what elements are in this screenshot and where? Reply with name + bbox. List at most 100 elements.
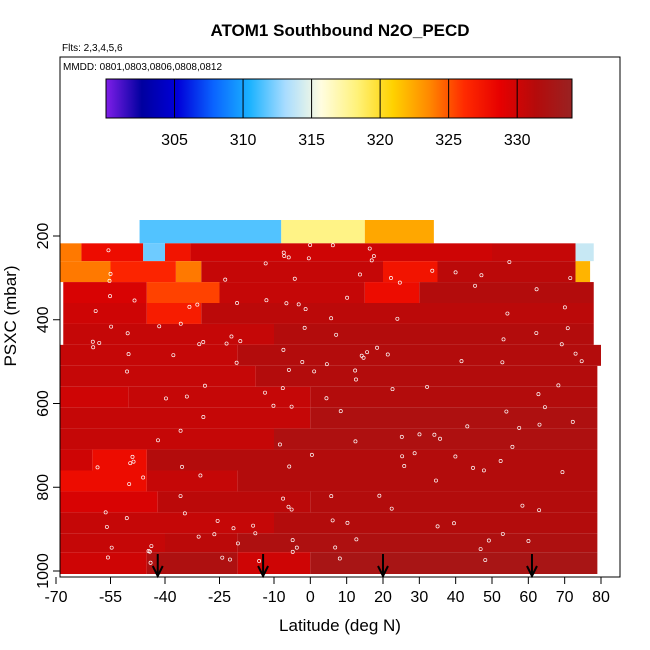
- heatmap-cell: [165, 243, 191, 262]
- heatmap-cell: [364, 282, 420, 303]
- y-tick-label: 200: [35, 223, 52, 250]
- sample-point: [290, 538, 295, 543]
- sample-point: [500, 360, 505, 365]
- heatmap-cell: [190, 243, 492, 262]
- sample-point: [212, 532, 217, 537]
- sample-point: [294, 545, 299, 550]
- sample-point: [130, 454, 135, 459]
- sample-point: [164, 396, 168, 401]
- sample-point: [399, 434, 404, 439]
- sample-point: [235, 541, 240, 546]
- heatmap-band: [60, 344, 601, 366]
- heatmap-cell: [419, 282, 594, 303]
- heatmap-cell: [146, 303, 202, 324]
- sample-point: [126, 352, 131, 357]
- sample-point: [459, 359, 464, 364]
- heatmap-band: [60, 470, 598, 492]
- sample-point: [465, 424, 470, 429]
- sample-point: [286, 504, 291, 509]
- sample-point: [264, 298, 269, 303]
- sample-point: [290, 549, 295, 554]
- sample-point: [453, 270, 458, 275]
- sample-point: [375, 345, 380, 350]
- heatmap-cell: [146, 552, 238, 574]
- sample-point: [308, 243, 313, 247]
- heatmap-cell: [63, 323, 275, 345]
- sample-point: [338, 409, 343, 414]
- sample-point: [568, 276, 573, 281]
- colorbar: 305 310 315 320 325 330: [105, 78, 573, 149]
- sample-point: [108, 271, 113, 276]
- sample-point: [171, 353, 176, 358]
- sample-point: [289, 404, 294, 409]
- sample-point: [329, 316, 334, 321]
- x-tick-label: 80: [592, 589, 610, 606]
- heatmap-cell: [237, 470, 598, 492]
- heatmap-cell: [146, 449, 598, 471]
- sample-point: [238, 339, 243, 344]
- sample-point: [367, 246, 372, 251]
- sample-point: [560, 470, 565, 475]
- colorbar-tick-label: 320: [367, 132, 394, 149]
- sample-point: [324, 362, 329, 367]
- y-tick-label: 600: [35, 390, 52, 417]
- sample-point: [365, 350, 370, 355]
- sample-point: [277, 442, 282, 447]
- sample-point: [309, 452, 314, 457]
- heatmap-cell: [237, 533, 598, 553]
- x-tick-label: -10: [262, 589, 285, 606]
- sample-point: [220, 555, 225, 560]
- sample-point: [358, 272, 362, 277]
- sample-point: [231, 526, 236, 531]
- heatmap-band: [60, 365, 598, 387]
- sample-point: [103, 510, 108, 515]
- sample-point: [300, 360, 305, 364]
- sample-point: [201, 415, 206, 419]
- x-tick-label: 10: [338, 589, 356, 606]
- sample-point: [149, 544, 154, 549]
- plot-frame: [59, 56, 621, 578]
- heatmap-cell: [60, 407, 311, 429]
- sample-point: [263, 261, 268, 266]
- heatmap-cell: [60, 243, 82, 262]
- heatmap-cell: [60, 491, 158, 513]
- heatmap-cell: [255, 365, 598, 387]
- sample-point: [333, 545, 338, 550]
- flights-note: Flts: 2,3,4,5,6: [62, 43, 123, 54]
- heatmap-cell: [60, 261, 111, 283]
- heatmap-cell: [575, 243, 594, 262]
- sample-point: [353, 368, 358, 373]
- sample-point: [289, 507, 294, 512]
- heatmap-band: [60, 533, 598, 553]
- heatmap-band: [60, 243, 594, 262]
- sample-point: [93, 309, 98, 313]
- sample-point: [389, 506, 394, 511]
- sample-point: [286, 255, 291, 260]
- sample-point: [329, 494, 334, 499]
- sample-point: [337, 556, 342, 561]
- sample-point: [271, 403, 276, 408]
- sample-point: [536, 392, 541, 397]
- heatmap-cell: [237, 344, 601, 366]
- sample-point: [359, 353, 364, 358]
- heatmap-band: [60, 449, 598, 471]
- colorbar-tick-label: 315: [298, 132, 325, 149]
- x-tick-label: 20: [374, 589, 392, 606]
- y-tick-label: 1000: [35, 553, 52, 589]
- sample-point: [306, 256, 311, 261]
- heatmap-cell: [274, 428, 598, 450]
- x-tick-label: 30: [410, 589, 428, 606]
- sample-point: [157, 324, 162, 329]
- sample-point: [235, 301, 239, 305]
- sample-point: [280, 386, 285, 391]
- sample-point: [303, 307, 308, 312]
- heatmap-cell: [110, 261, 176, 283]
- profile-marker-arrow: [257, 554, 269, 579]
- colorbar-gradient: [105, 78, 573, 119]
- sample-point: [178, 428, 183, 433]
- sample-point: [542, 405, 547, 410]
- sample-point: [187, 304, 192, 309]
- heatmap-cell: [310, 386, 598, 408]
- sample-point: [397, 280, 402, 285]
- heatmap-band: [60, 428, 598, 450]
